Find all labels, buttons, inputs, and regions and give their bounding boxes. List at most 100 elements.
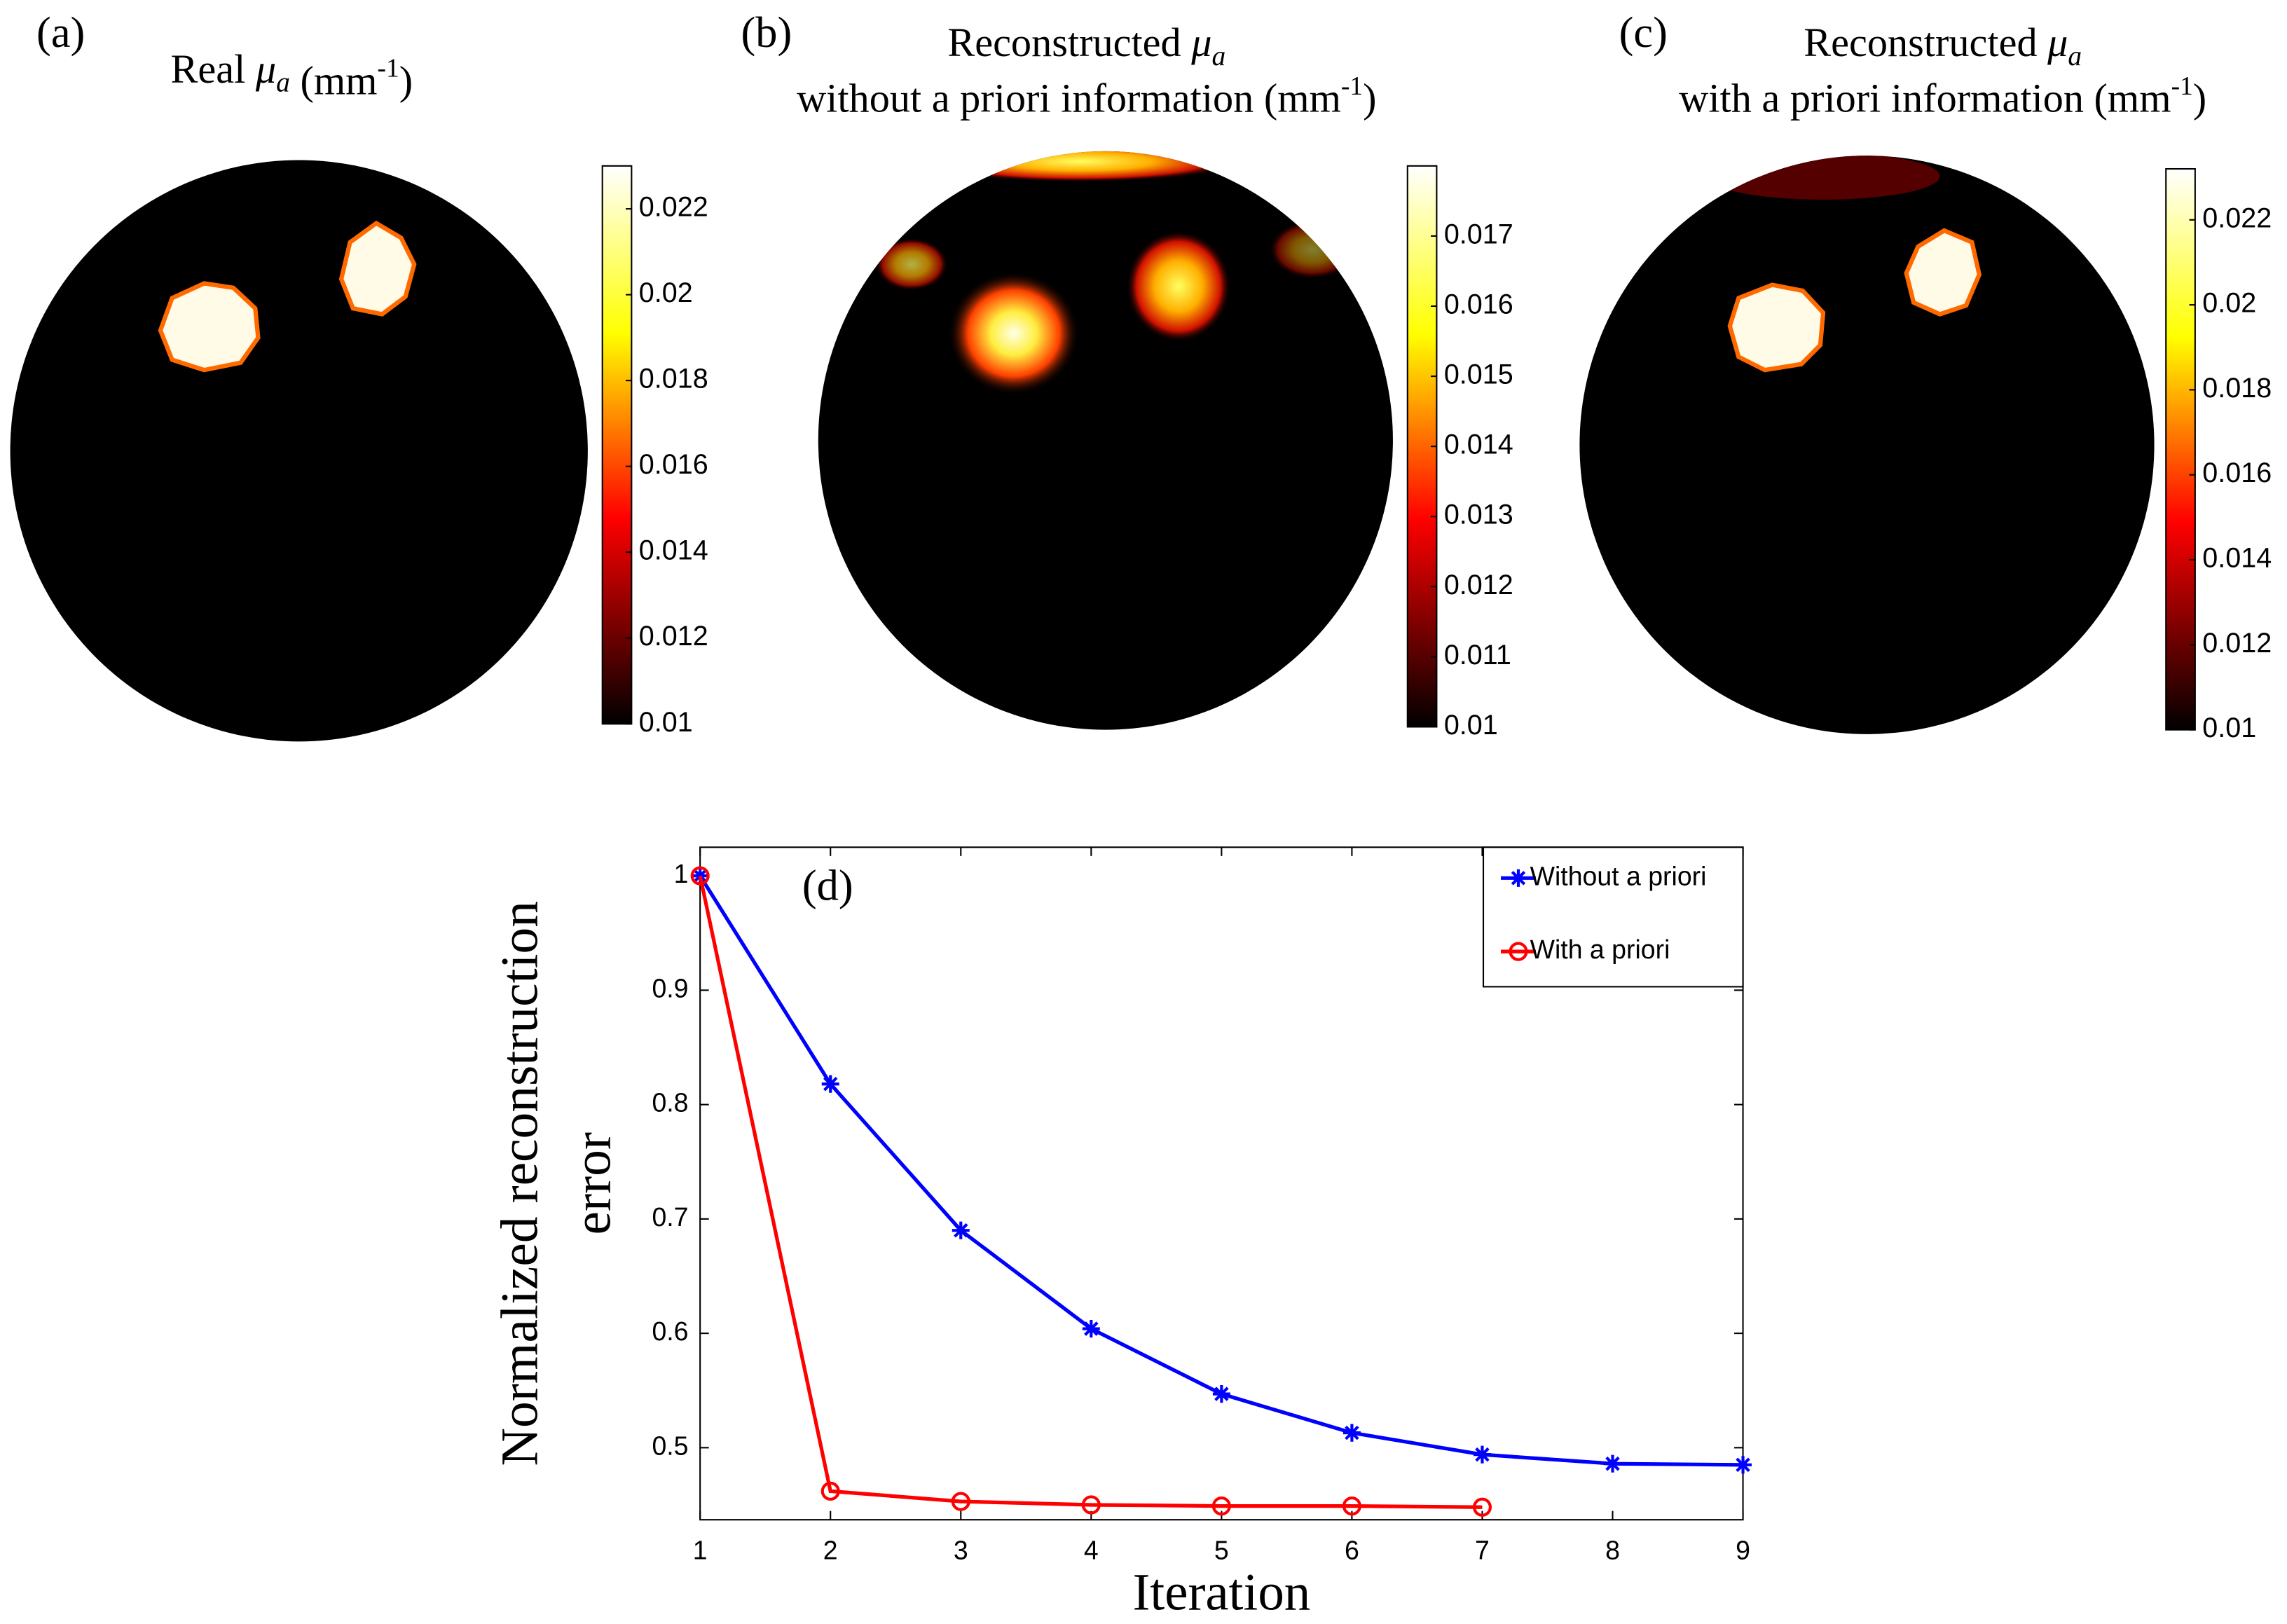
colorbar-tick-label: 0.012 [2202,628,2272,659]
y-tick-label: 0.7 [652,1202,688,1232]
colorbar-tick-label: 0.012 [1444,570,1513,600]
marker [1082,1319,1100,1338]
title-part: Real [171,46,256,92]
title-part: μ [1190,20,1211,65]
marker [1212,1385,1230,1403]
title-part: ) [1363,76,1376,121]
colorbar-tick-label: 0.017 [1444,219,1513,249]
panel-title: with a priori information (mm-1) [1679,71,2206,121]
colorbar-tick-label: 0.016 [2202,457,2272,488]
marker [1472,1497,1492,1517]
title-part: ) [399,58,413,104]
colorbar-tick-label: 0.011 [1444,640,1511,670]
x-tick-label: 4 [1084,1535,1099,1564]
artifact [1269,220,1357,280]
inclusion [1126,230,1231,343]
panel-label: (b) [741,8,792,57]
artifact [919,151,1240,182]
x-tick-label: 9 [1736,1535,1750,1564]
panel-title: Reconstructed μa [1804,20,2082,71]
marker [951,1492,970,1511]
series-line [698,875,1483,1509]
marker [820,1481,840,1501]
y-tick-label: 0.5 [652,1431,688,1460]
panel-title: Real μa (mm-1) [171,46,413,104]
title-part: without a priori information (mm [797,76,1341,121]
marker [1342,1496,1361,1516]
inclusion [1904,228,1982,317]
marker [952,1221,970,1239]
y-tick-label: 0.6 [652,1316,688,1346]
artifact [874,238,949,291]
inclusion [1727,282,1826,373]
title-part: μ [255,46,276,92]
title-part: with a priori information (mm [1679,76,2171,121]
title-part: (mm [290,58,378,104]
marker [1081,1495,1101,1515]
colorbar-tick-label: 0.016 [1444,289,1513,319]
y-tick-label: 1 [674,859,689,888]
marker [1211,1496,1231,1516]
colorbar [601,165,633,725]
x-tick-label: 6 [1345,1535,1359,1564]
marker [821,1075,839,1093]
domain-disk [10,160,588,742]
title-part: -1 [1341,71,1363,100]
colorbar-tick-label: 0.015 [1444,359,1513,390]
panel-title: without a priori information (mm-1) [797,71,1376,121]
colorbar-tick-label: 0.014 [1444,429,1513,460]
colorbar-tick-label: 0.01 [1444,710,1498,741]
colorbar-tick-label: 0.014 [2202,542,2272,573]
legend-marker [1509,942,1528,961]
colorbar-tick-label: 0.012 [639,621,708,652]
title-part: -1 [378,54,399,83]
colorbar-tick-label: 0.022 [639,191,708,222]
title-part: Reconstructed [947,20,1191,65]
marker [1473,1445,1491,1464]
x-tick-label: 1 [693,1535,708,1564]
legend-label: Without a priori [1530,861,1707,890]
colorbar-tick-label: 0.013 [1444,500,1513,530]
legend-marker [1509,869,1527,887]
title-part: a [1212,41,1226,71]
panel-title: Reconstructed μa [947,20,1225,71]
legend-label: With a priori [1530,935,1670,964]
colorbar [2165,167,2196,731]
x-axis-label: Iteration [1132,1563,1310,1621]
marker [1604,1454,1622,1473]
title-part: μ [2047,20,2068,65]
annotation: (d) [802,860,853,909]
y-tick-label: 0.9 [652,973,688,1003]
inclusion [948,271,1080,395]
legend-box [1482,846,1744,988]
x-tick-label: 3 [954,1535,968,1564]
marker [690,866,710,886]
x-tick-label: 2 [823,1535,838,1564]
panel-label: (c) [1619,8,1668,57]
title-part: a [276,67,290,98]
colorbar-tick-label: 0.01 [639,707,693,738]
y-axis-label: Normalized reconstruction [491,901,549,1466]
panel-label: (a) [36,8,85,57]
inclusion [158,281,261,373]
domain-disk [1579,156,2155,734]
x-tick-label: 5 [1214,1535,1229,1564]
colorbar-tick-label: 0.018 [2202,373,2272,404]
inclusion [338,220,417,317]
title-part: -1 [2171,71,2193,100]
colorbar-tick-label: 0.01 [2202,713,2256,743]
colorbar-tick-label: 0.02 [639,277,693,308]
title-part: Reconstructed [1804,20,2047,65]
colorbar-tick-label: 0.02 [2202,288,2256,319]
colorbar-tick-label: 0.022 [2202,202,2272,233]
title-part: ) [2193,76,2206,121]
y-tick-label: 0.8 [652,1087,688,1117]
y-axis-label: error [564,1132,622,1235]
artifact [1706,156,1940,200]
colorbar-tick-label: 0.014 [639,535,708,566]
marker [1342,1424,1361,1442]
x-tick-label: 7 [1475,1535,1490,1564]
colorbar-tick-label: 0.018 [639,364,708,394]
